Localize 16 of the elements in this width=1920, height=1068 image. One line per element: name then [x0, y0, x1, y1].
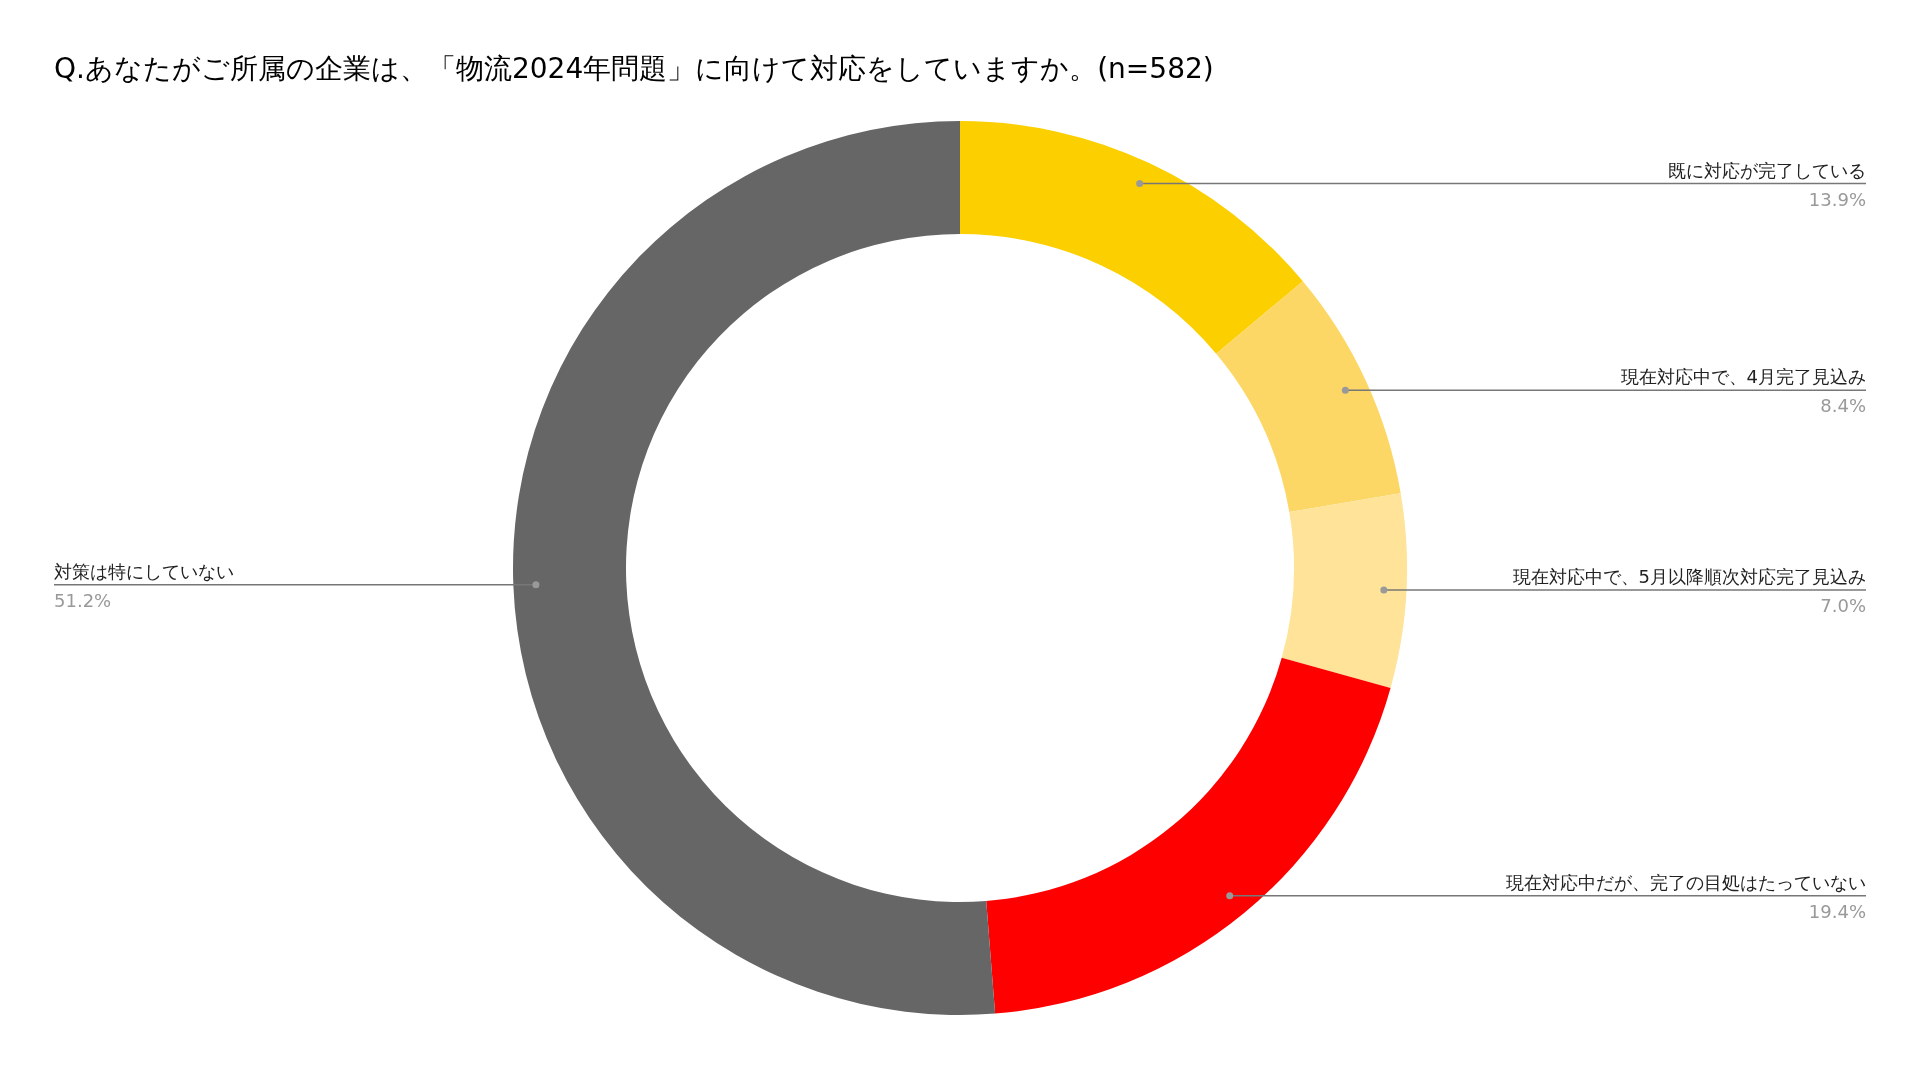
- donut-slice: [960, 121, 1303, 354]
- donut-slice: [513, 121, 996, 1015]
- data-label: 8.4%: [1820, 395, 1866, 417]
- slice-label: 現在対応中で、5月以降順次対応完了見込み: [1512, 566, 1866, 588]
- data-label: 13.9%: [1808, 188, 1866, 210]
- data-label: 19.4%: [1808, 900, 1866, 922]
- data-label: 51.2%: [54, 589, 112, 611]
- slice-label: 現在対応中で、4月完了見込み: [1620, 366, 1866, 388]
- donut-slice: [1281, 493, 1407, 689]
- donut-slice: [1216, 281, 1401, 513]
- slice-label: 対策は特にしていない: [54, 560, 234, 582]
- slice-label: 既に対応が完了している: [1668, 159, 1866, 181]
- donut-slice: [986, 657, 1391, 1014]
- slice-label: 現在対応中だが、完了の目処はたっていない: [1506, 871, 1866, 893]
- chart-title: Q.あなたがご所属の企業は、「物流2024年問題」に向けて対応をしていますか。(n=582): [54, 52, 1214, 85]
- data-label: 7.0%: [1820, 595, 1866, 617]
